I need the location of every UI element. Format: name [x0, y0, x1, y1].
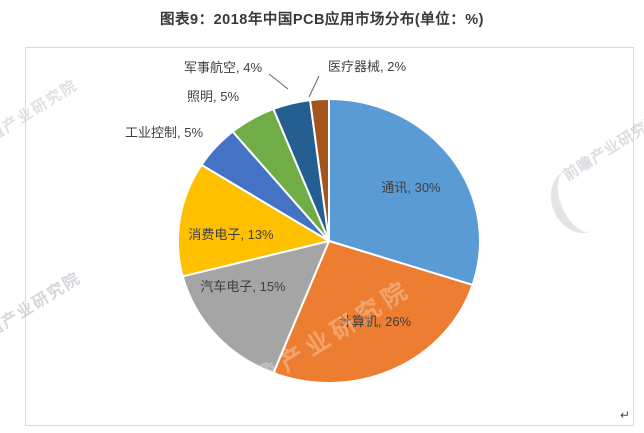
pie-slice-3 — [176, 163, 330, 278]
pie-slice-0 — [328, 98, 481, 286]
slice-label-3: 消费电子, 13% — [188, 227, 274, 242]
slice-label-6: 军事航空, 4% — [184, 60, 262, 75]
slice-label-2: 汽车电子, 15% — [200, 279, 286, 294]
slice-label-5: 照明, 5% — [187, 89, 239, 104]
slice-label-4: 工业控制, 5% — [125, 125, 203, 140]
slice-label-7: 医疗器械, 2% — [328, 59, 406, 74]
pie-slice-7 — [309, 97, 330, 242]
leader-line-7 — [308, 75, 320, 98]
leader-line-6 — [268, 73, 289, 90]
slice-label-1: 计算机, 26% — [339, 314, 412, 329]
corner-pen-mark: ↵ — [620, 408, 631, 422]
pie-slice-1 — [272, 240, 474, 384]
pie-slice-2 — [181, 240, 330, 374]
chart-title: 图表9：2018年中国PCB应用市场分布(单位：%) — [160, 12, 484, 28]
slice-label-0: 通讯, 30% — [381, 180, 441, 195]
